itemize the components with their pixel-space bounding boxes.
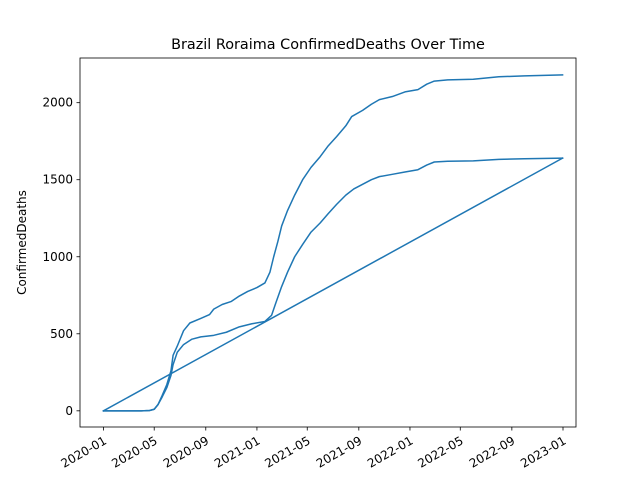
plot-frame [79,57,577,428]
series-line-1 [102,157,564,412]
series-line-3 [102,74,564,412]
y-axis: 0 500 1000 1500 2000 [42,96,80,418]
series-line-2 [102,157,564,412]
y-axis-label: ConfirmedDeaths [15,190,29,295]
series-layer [102,74,564,412]
y-tick-label: 500 [50,327,73,341]
y-tick-label: 1000 [42,250,73,264]
chart-title: Brazil Roraima ConfirmedDeaths Over Time [171,37,485,53]
y-tick-label: 1500 [42,173,73,187]
y-tick-label: 0 [65,404,73,418]
y-tick-label: 2000 [42,96,73,110]
